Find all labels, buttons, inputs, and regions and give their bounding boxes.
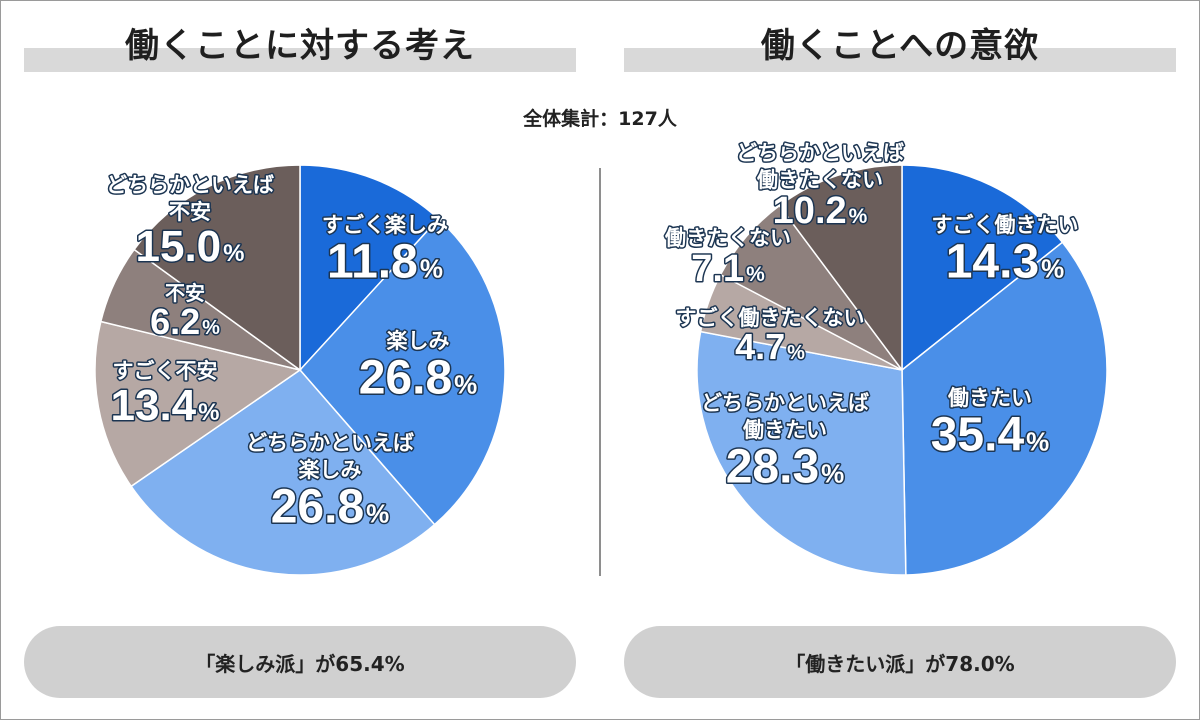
left-slice-3-label-line-0: すごく不安	[113, 359, 218, 383]
right-slice-1-label-line-0: 働きたい	[947, 386, 1032, 410]
right-slice-2-percent-sign: %	[821, 459, 844, 489]
right-slice-0-percent-sign: %	[1041, 254, 1064, 284]
right-slice-5-value: 10.2%	[773, 190, 868, 232]
right-slice-5-percent-sign: %	[849, 205, 868, 228]
right-slice-5-label-line-1: 働きたくない	[756, 168, 883, 192]
left-chart-title: 働くことに対する考え	[125, 26, 475, 66]
right-slice-4-value-number: 7.1	[691, 248, 744, 290]
left-pie-slice-5	[133, 164, 301, 372]
left-pie-slice-0	[299, 164, 440, 372]
right-slice-5-label-line-0: どちらかといえば	[736, 141, 904, 165]
right-chart-title: 働くことへの意欲	[760, 26, 1040, 66]
right-slice-2-label-line-1: 働きたい	[742, 418, 827, 442]
left-slice-5-percent-sign: %	[223, 240, 244, 267]
right-summary-text: 「働きたい派」が78.0%	[785, 651, 1015, 676]
right-slice-3-label-line-0: すごく働きたくない	[676, 306, 865, 330]
right-summary-pill: 「働きたい派」が78.0%	[624, 626, 1176, 698]
right-slice-4-percent-sign: %	[746, 263, 765, 286]
right-slice-1-value: 35.4%	[931, 409, 1050, 462]
left-slice-0-value: 11.8%	[327, 236, 443, 289]
right-slice-2-label-line-0: どちらかといえば	[701, 391, 869, 415]
right-title-bar	[624, 48, 1176, 72]
left-pie-slice-2	[130, 369, 436, 576]
right-slice-1-value-number: 35.4	[931, 409, 1025, 462]
right-slice-4-label-line-0: 働きたくない	[664, 226, 791, 250]
right-slice-3-percent-sign: %	[787, 342, 805, 364]
right-pie-slice-5	[778, 164, 903, 373]
right-pie	[696, 164, 1108, 576]
left-slice-1-value-number: 26.8	[359, 352, 452, 405]
left-slice-1-label-line-0: 楽しみ	[387, 329, 450, 353]
left-pie	[94, 164, 506, 576]
right-slice-1-percent-sign: %	[1026, 427, 1049, 457]
right-slice-3-value: 4.7%	[735, 326, 805, 367]
panel-divider	[599, 168, 601, 576]
left-slice-2-percent-sign: %	[366, 499, 389, 529]
left-summary-pill: 「楽しみ派」が65.4%	[24, 626, 576, 698]
left-slice-3-percent-sign: %	[198, 399, 219, 426]
right-pie-slice-1	[901, 241, 1108, 576]
left-slice-2-value-number: 26.8	[271, 481, 364, 534]
left-slice-2-label-line-1: 楽しみ	[299, 458, 362, 482]
right-slice-2-value: 28.3%	[726, 441, 845, 494]
left-slice-5-value: 15.0%	[136, 222, 245, 271]
left-slice-0-value-number: 11.8	[327, 236, 418, 289]
left-slice-5-value-number: 15.0	[136, 222, 222, 271]
right-slice-0-value-number: 14.3	[946, 236, 1039, 289]
left-pie-slice-1	[298, 217, 506, 526]
left-slice-0-percent-sign: %	[420, 254, 443, 284]
right-slice-0-label-line-0: すごく働きたい	[932, 213, 1079, 237]
left-title-bar	[24, 48, 576, 72]
sample-size-label: 全体集計：127人	[523, 108, 677, 130]
left-slice-3-value-number: 13.4	[111, 381, 197, 430]
right-slice-2-value-number: 28.3	[726, 441, 819, 494]
left-slice-1-value: 26.8%	[359, 352, 478, 405]
left-slice-5-label-line-0: どちらかといえば	[106, 173, 274, 197]
left-slice-4-value-number: 6.2	[150, 301, 200, 342]
left-slice-4-value: 6.2%	[150, 301, 220, 342]
left-slice-4-label-line-0: 不安	[165, 281, 205, 305]
left-summary-text: 「楽しみ派」が65.4%	[195, 651, 405, 676]
left-slice-2-label-line-0: どちらかといえば	[246, 431, 414, 455]
right-slice-3-value-number: 4.7	[735, 326, 785, 367]
left-slice-5-label-line-1: 不安	[169, 200, 211, 224]
left-slice-4-percent-sign: %	[202, 317, 220, 339]
right-slice-0-value: 14.3%	[946, 236, 1065, 289]
left-slice-2-value: 26.8%	[271, 481, 390, 534]
right-pie-slice-0	[901, 164, 1064, 372]
right-slice-5-value-number: 10.2	[773, 190, 847, 232]
left-slice-3-value: 13.4%	[111, 381, 220, 430]
left-slice-0-label-line-0: すごく楽しみ	[322, 213, 448, 237]
left-pie-slice-3	[94, 320, 302, 488]
left-slice-1-percent-sign: %	[454, 370, 477, 400]
right-slice-4-value: 7.1%	[691, 248, 765, 290]
right-pie-slice-2	[696, 330, 907, 576]
